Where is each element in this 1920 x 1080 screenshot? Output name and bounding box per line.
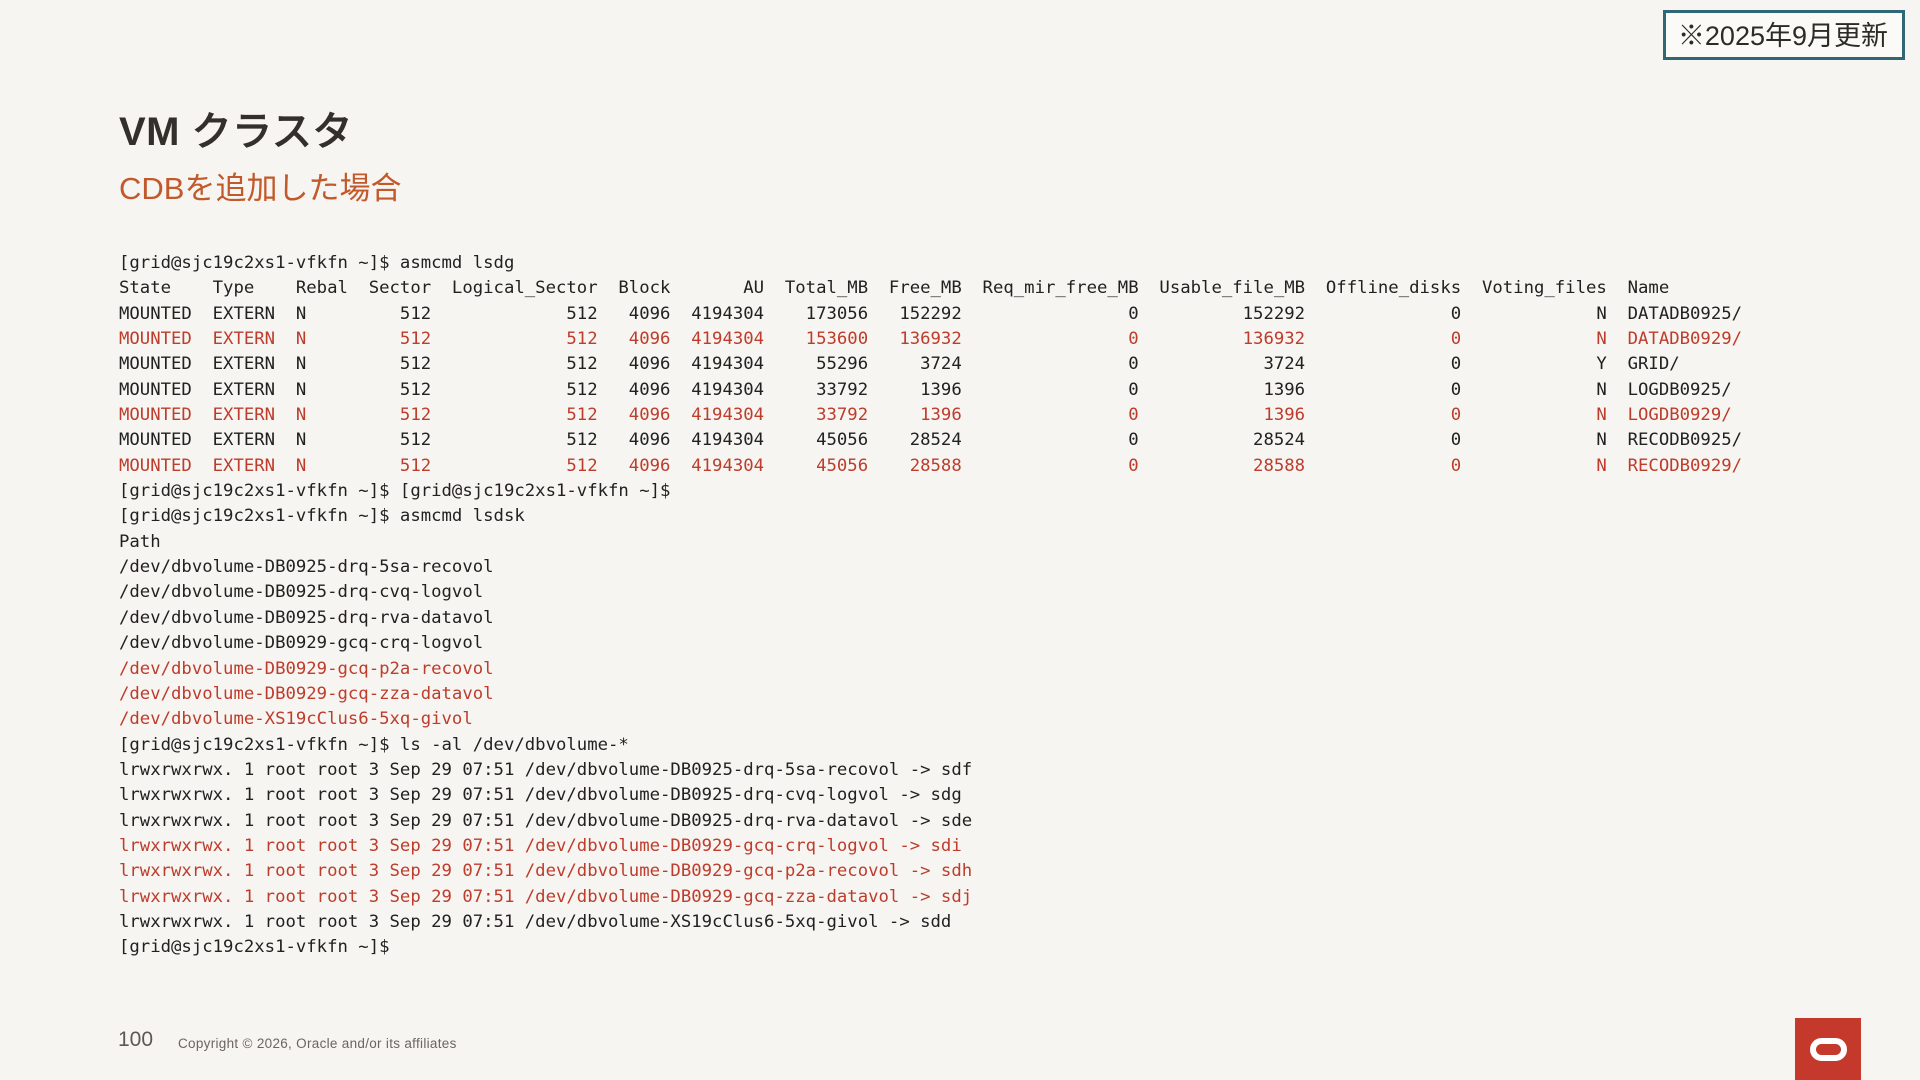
page-title: VM クラスタ <box>119 110 353 154</box>
oracle-logo <box>1795 1018 1861 1080</box>
terminal-line: Path <box>119 531 161 552</box>
copyright-text: Copyright © 2026, Oracle and/or its affi… <box>178 1036 457 1051</box>
terminal-line: [grid@sjc19c2xs1-vfkfn ~]$ asmcmd lsdsk <box>119 506 525 527</box>
update-badge: ※2025年9月更新 <box>1662 10 1905 60</box>
terminal-line: /dev/dbvolume-XS19cClus6-5xq-givol <box>119 709 473 730</box>
terminal-line: /dev/dbvolume-DB0929-gcq-p2a-recovol <box>119 658 494 679</box>
terminal-line: [grid@sjc19c2xs1-vfkfn ~]$ asmcmd lsdg <box>119 253 515 273</box>
terminal-line: State Type Rebal Sector Logical_Sector B… <box>119 278 1670 299</box>
terminal-line: /dev/dbvolume-DB0925-drq-rva-datavol <box>119 607 494 628</box>
terminal-line: lrwxrwxrwx. 1 root root 3 Sep 29 07:51 /… <box>119 835 962 856</box>
page-subtitle: CDBを追加した場合 <box>119 171 402 206</box>
terminal-line: lrwxrwxrwx. 1 root root 3 Sep 29 07:51 /… <box>119 785 962 806</box>
terminal-line: MOUNTED EXTERN N 512 512 4096 4194304 45… <box>119 455 1743 476</box>
terminal-line: [grid@sjc19c2xs1-vfkfn ~]$ <box>119 937 390 958</box>
terminal-line: lrwxrwxrwx. 1 root root 3 Sep 29 07:51 /… <box>119 886 973 907</box>
terminal-line: /dev/dbvolume-DB0929-gcq-zza-datavol <box>119 683 494 704</box>
terminal-line: [grid@sjc19c2xs1-vfkfn ~]$ [grid@sjc19c2… <box>119 481 671 502</box>
terminal-line: /dev/dbvolume-DB0929-gcq-crq-logvol <box>119 633 484 654</box>
terminal-line: /dev/dbvolume-DB0925-drq-5sa-recovol <box>119 557 494 578</box>
terminal-line: lrwxrwxrwx. 1 root root 3 Sep 29 07:51 /… <box>119 759 973 780</box>
terminal-line: lrwxrwxrwx. 1 root root 3 Sep 29 07:51 /… <box>119 861 973 882</box>
terminal-output: [grid@sjc19c2xs1-vfkfn ~]$ asmcmd lsdg St… <box>119 251 1742 961</box>
terminal-line: lrwxrwxrwx. 1 root root 3 Sep 29 07:51 /… <box>119 810 973 831</box>
terminal-line: MOUNTED EXTERN N 512 512 4096 4194304 33… <box>119 405 1732 426</box>
terminal-line: MOUNTED EXTERN N 512 512 4096 4194304 45… <box>119 430 1743 451</box>
page-number: 100 <box>118 1028 154 1051</box>
oracle-o-icon <box>1809 1037 1847 1061</box>
terminal-line: [grid@sjc19c2xs1-vfkfn ~]$ ls -al /dev/d… <box>119 734 629 755</box>
terminal-line: MOUNTED EXTERN N 512 512 4096 4194304 55… <box>119 354 1680 375</box>
terminal-line: /dev/dbvolume-DB0925-drq-cvq-logvol <box>119 582 484 603</box>
terminal-line: MOUNTED EXTERN N 512 512 4096 4194304 15… <box>119 329 1743 350</box>
terminal-line: lrwxrwxrwx. 1 root root 3 Sep 29 07:51 /… <box>119 911 952 932</box>
terminal-line: MOUNTED EXTERN N 512 512 4096 4194304 33… <box>119 379 1732 400</box>
terminal-line: MOUNTED EXTERN N 512 512 4096 4194304 17… <box>119 303 1743 324</box>
